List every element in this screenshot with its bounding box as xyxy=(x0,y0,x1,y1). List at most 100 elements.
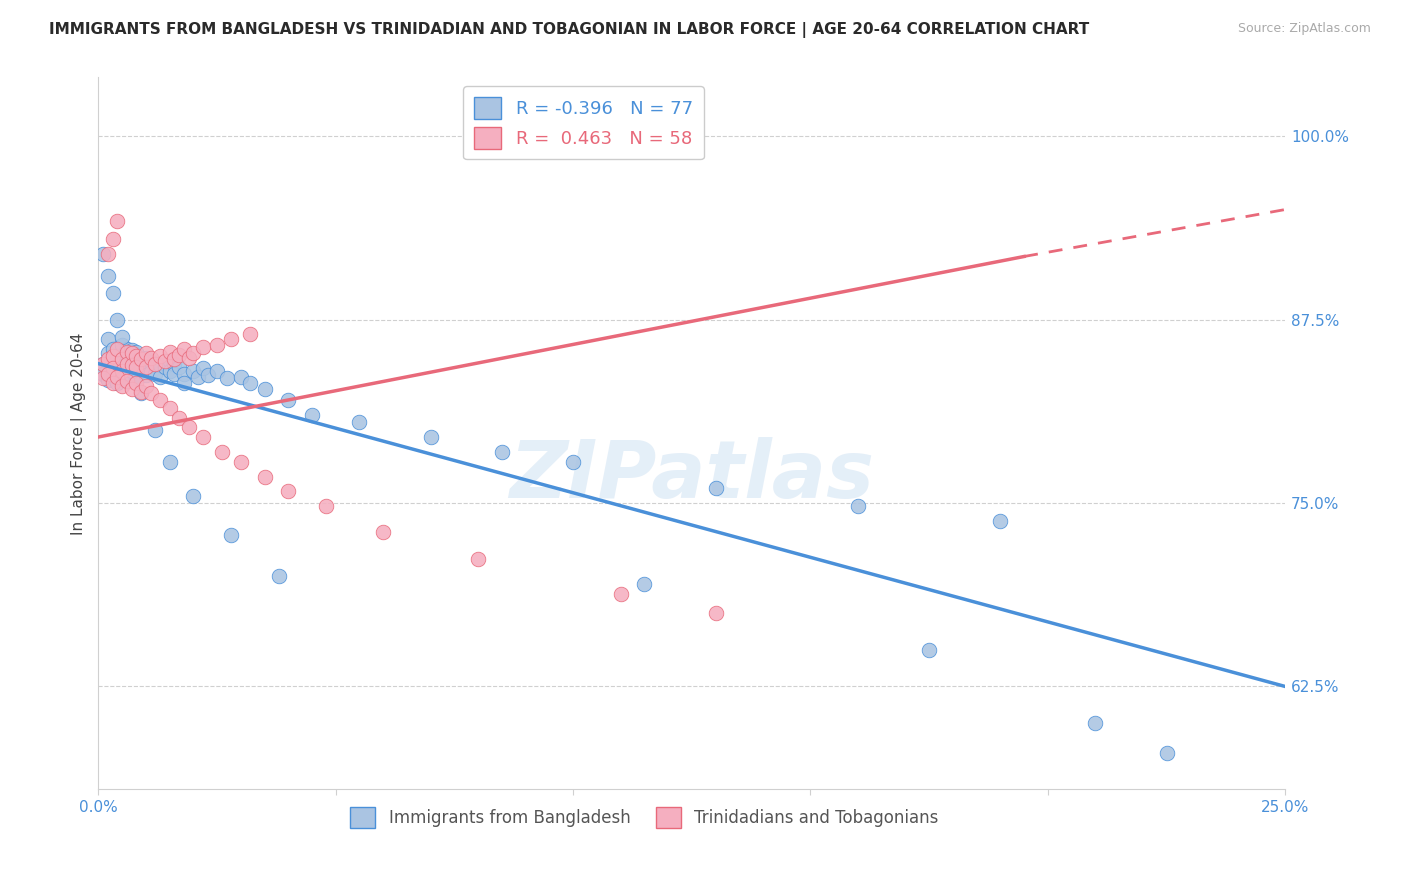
Point xyxy=(111,378,134,392)
Point xyxy=(704,606,727,620)
Point xyxy=(277,484,299,499)
Point xyxy=(105,361,128,376)
Point xyxy=(129,384,152,399)
Point xyxy=(97,268,120,283)
Point xyxy=(277,393,299,408)
Point xyxy=(129,362,152,376)
Point xyxy=(219,528,242,542)
Point xyxy=(115,342,138,356)
Text: ZIPatlas: ZIPatlas xyxy=(509,437,875,515)
Point xyxy=(167,411,190,425)
Point xyxy=(121,369,143,384)
Point xyxy=(115,374,138,388)
Point xyxy=(167,359,190,374)
Point xyxy=(191,341,214,355)
Point xyxy=(149,358,172,372)
Point xyxy=(129,386,152,401)
Point xyxy=(229,455,252,469)
Point xyxy=(139,355,162,369)
Point xyxy=(111,330,134,344)
Point xyxy=(373,525,395,540)
Point xyxy=(143,357,166,371)
Point xyxy=(149,393,172,408)
Point xyxy=(239,327,262,342)
Point xyxy=(143,367,166,381)
Point xyxy=(125,371,148,385)
Point xyxy=(115,357,138,371)
Point xyxy=(609,587,631,601)
Point xyxy=(253,469,276,483)
Point xyxy=(177,351,200,365)
Point xyxy=(101,359,124,374)
Point xyxy=(163,357,186,371)
Point xyxy=(121,346,143,360)
Point xyxy=(135,359,157,374)
Point xyxy=(135,346,157,360)
Point xyxy=(101,361,124,376)
Point xyxy=(105,214,128,228)
Point xyxy=(239,376,262,390)
Point xyxy=(349,415,371,429)
Point xyxy=(219,332,242,346)
Point xyxy=(491,444,513,458)
Point xyxy=(191,430,214,444)
Point xyxy=(115,346,138,360)
Point xyxy=(111,352,134,367)
Point xyxy=(197,368,219,383)
Point xyxy=(1156,746,1178,760)
Point xyxy=(1084,716,1107,731)
Point xyxy=(467,551,489,566)
Point xyxy=(105,376,128,390)
Point xyxy=(105,369,128,384)
Point xyxy=(139,366,162,380)
Point xyxy=(163,352,186,367)
Point xyxy=(125,344,148,359)
Point xyxy=(173,367,195,381)
Point xyxy=(105,349,128,363)
Point xyxy=(191,361,214,376)
Point xyxy=(129,352,152,367)
Text: IMMIGRANTS FROM BANGLADESH VS TRINIDADIAN AND TOBAGONIAN IN LABOR FORCE | AGE 20: IMMIGRANTS FROM BANGLADESH VS TRINIDADIA… xyxy=(49,22,1090,38)
Point xyxy=(205,364,228,378)
Point xyxy=(159,401,181,415)
Point xyxy=(91,357,114,371)
Point xyxy=(205,337,228,351)
Point xyxy=(105,342,128,356)
Point xyxy=(143,357,166,371)
Point xyxy=(97,246,120,260)
Point xyxy=(111,352,134,367)
Point xyxy=(229,369,252,384)
Point xyxy=(159,353,181,368)
Point xyxy=(121,382,143,396)
Point xyxy=(143,423,166,437)
Point xyxy=(149,349,172,363)
Point xyxy=(121,364,143,378)
Point xyxy=(633,576,655,591)
Point xyxy=(918,642,941,657)
Point xyxy=(159,455,181,469)
Point xyxy=(135,351,157,365)
Point xyxy=(129,352,152,367)
Point xyxy=(121,343,143,358)
Point xyxy=(115,344,138,359)
Point xyxy=(115,367,138,381)
Point xyxy=(135,378,157,392)
Point xyxy=(267,569,290,583)
Point xyxy=(149,369,172,384)
Point xyxy=(253,382,276,396)
Point xyxy=(187,369,209,384)
Point xyxy=(153,353,176,368)
Point xyxy=(101,232,124,246)
Point xyxy=(419,430,441,444)
Point xyxy=(846,499,869,513)
Point xyxy=(704,481,727,495)
Point xyxy=(101,349,124,363)
Y-axis label: In Labor Force | Age 20-64: In Labor Force | Age 20-64 xyxy=(72,332,87,534)
Point xyxy=(125,358,148,372)
Point xyxy=(97,346,120,360)
Point xyxy=(135,359,157,374)
Point xyxy=(177,419,200,434)
Point xyxy=(111,371,134,385)
Point xyxy=(173,342,195,356)
Point xyxy=(111,364,134,378)
